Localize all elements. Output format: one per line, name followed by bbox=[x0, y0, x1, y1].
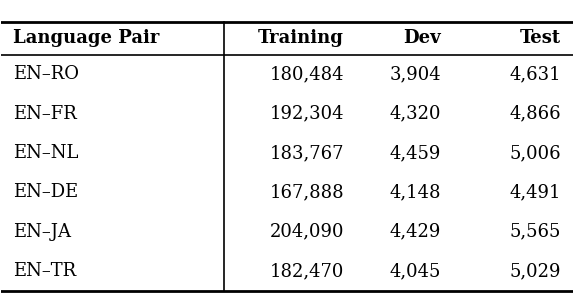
Text: 5,029: 5,029 bbox=[510, 262, 561, 280]
Text: EN–NL: EN–NL bbox=[13, 144, 78, 162]
Text: 180,484: 180,484 bbox=[270, 65, 344, 83]
Text: 4,429: 4,429 bbox=[390, 223, 441, 241]
Text: 182,470: 182,470 bbox=[270, 262, 344, 280]
Text: 4,459: 4,459 bbox=[390, 144, 441, 162]
Text: Language Pair: Language Pair bbox=[13, 29, 159, 47]
Text: 3,904: 3,904 bbox=[390, 65, 441, 83]
Text: 4,866: 4,866 bbox=[510, 105, 561, 122]
Text: 167,888: 167,888 bbox=[270, 183, 344, 201]
Text: 4,491: 4,491 bbox=[510, 183, 561, 201]
Text: Test: Test bbox=[520, 29, 561, 47]
Text: EN–DE: EN–DE bbox=[13, 183, 78, 201]
Text: EN–FR: EN–FR bbox=[13, 105, 76, 122]
Text: 204,090: 204,090 bbox=[270, 223, 344, 241]
Text: Training: Training bbox=[258, 29, 344, 47]
Text: EN–JA: EN–JA bbox=[13, 223, 71, 241]
Text: EN–TR: EN–TR bbox=[13, 262, 76, 280]
Text: Dev: Dev bbox=[404, 29, 441, 47]
Text: 4,320: 4,320 bbox=[390, 105, 441, 122]
Text: 4,045: 4,045 bbox=[390, 262, 441, 280]
Text: 4,631: 4,631 bbox=[510, 65, 561, 83]
Text: 5,006: 5,006 bbox=[510, 144, 561, 162]
Text: 5,565: 5,565 bbox=[510, 223, 561, 241]
Text: EN–RO: EN–RO bbox=[13, 65, 79, 83]
Text: 192,304: 192,304 bbox=[270, 105, 344, 122]
Text: 183,767: 183,767 bbox=[270, 144, 344, 162]
Text: 4,148: 4,148 bbox=[390, 183, 441, 201]
